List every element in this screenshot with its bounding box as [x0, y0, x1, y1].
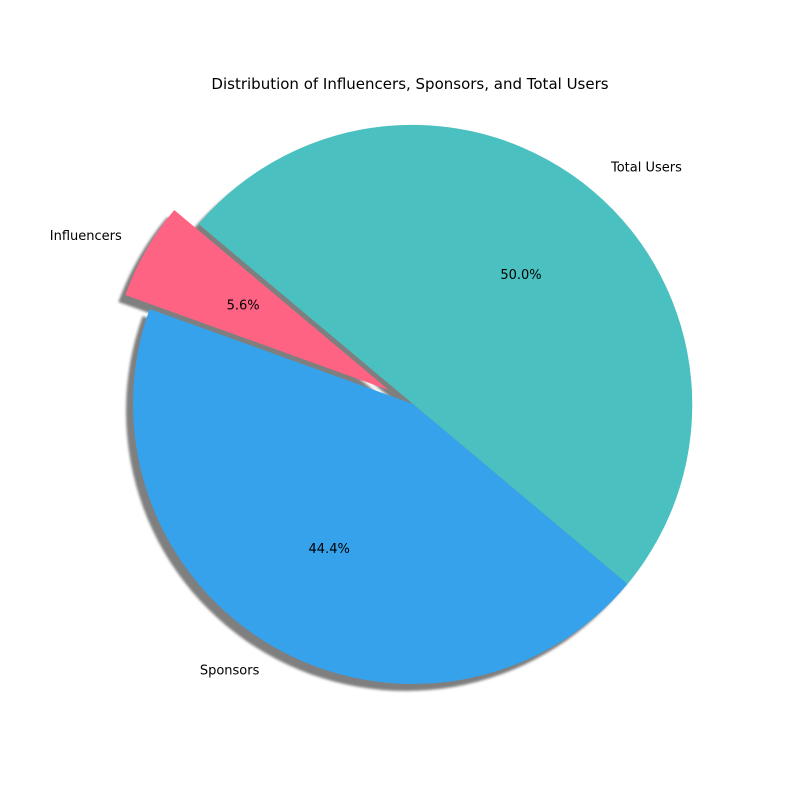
slice-total-users — [198, 124, 693, 584]
slice-label-sponsors: Sponsors — [200, 663, 260, 678]
slice-pct-influencers: 5.6% — [227, 299, 260, 314]
slice-label-total-users: Total Users — [610, 161, 682, 176]
slice-pct-sponsors: 44.4% — [309, 542, 350, 557]
slice-influencers — [125, 210, 389, 391]
slice-sponsors — [133, 308, 628, 684]
slice-label-influencers: Influencers — [50, 229, 122, 244]
label-layer: Influencers 5.6% Sponsors 44.4% Total Users 5… — [50, 161, 682, 679]
chart-title: Distribution of Influencers, Sponsors, a… — [211, 75, 608, 93]
slice-pct-total-users: 50.0% — [500, 268, 541, 283]
slice-layer — [125, 124, 693, 684]
